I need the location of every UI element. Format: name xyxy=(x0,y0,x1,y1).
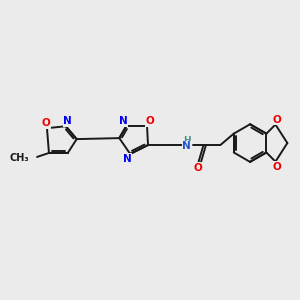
Text: N: N xyxy=(63,116,72,126)
Text: O: O xyxy=(42,118,50,128)
Text: H: H xyxy=(183,136,190,145)
Text: CH₃: CH₃ xyxy=(10,153,29,163)
Text: O: O xyxy=(272,115,281,124)
Text: O: O xyxy=(272,161,281,172)
Text: N: N xyxy=(123,154,132,164)
Text: O: O xyxy=(146,116,154,126)
Text: N: N xyxy=(182,141,191,151)
Text: O: O xyxy=(193,163,202,173)
Text: N: N xyxy=(119,116,128,126)
